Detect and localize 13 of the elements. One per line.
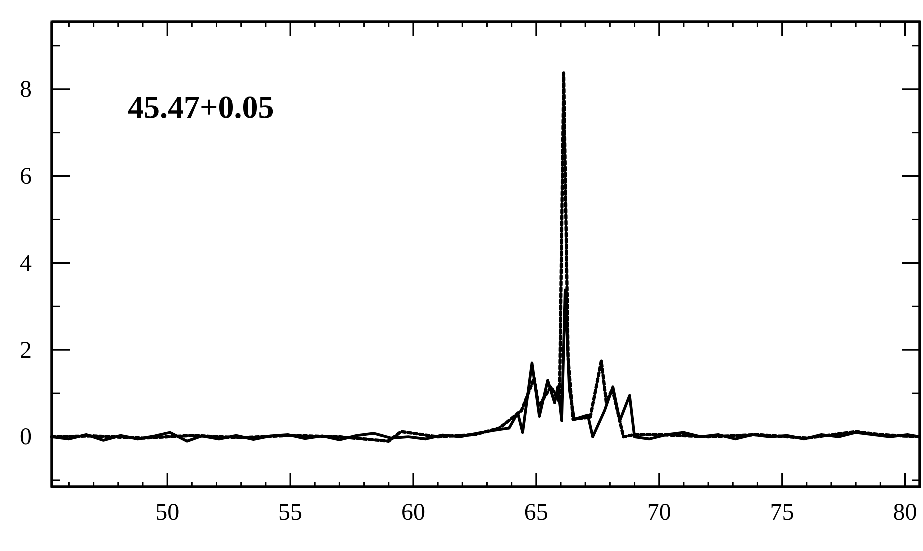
y-tick-label: 0: [20, 424, 32, 451]
x-tick-label: 80: [893, 500, 918, 526]
x-tick-label: 75: [770, 500, 794, 526]
annotation: 45.47+0.05: [128, 89, 274, 125]
x-tick-label: 55: [278, 500, 303, 526]
y-tick-label: 4: [20, 250, 32, 277]
x-tick-label: 60: [401, 500, 426, 526]
x-tick-label: 50: [156, 500, 180, 526]
y-tick-label: 6: [20, 164, 32, 190]
y-tick-label: 2: [20, 338, 32, 364]
y-tick-label: 8: [20, 77, 32, 104]
x-tick-label: 65: [524, 500, 548, 526]
x-tick-label: 70: [647, 500, 672, 526]
